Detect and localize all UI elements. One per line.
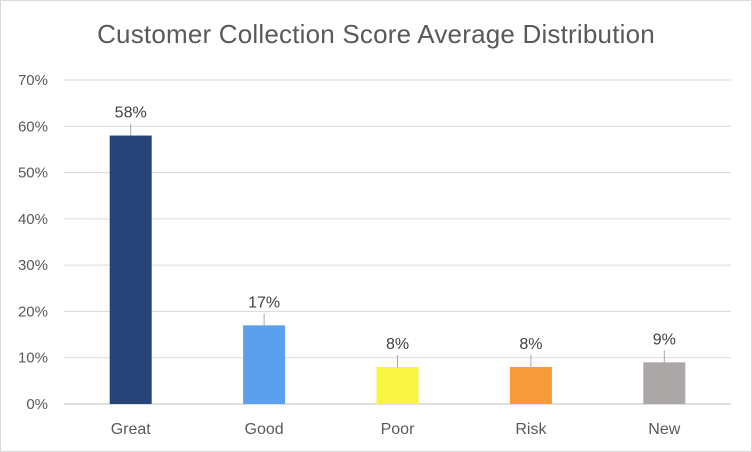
y-tick-label: 10% [18,350,48,367]
y-tick-label: 60% [18,118,48,135]
y-tick-label: 20% [18,303,48,320]
category-label: Great [111,421,152,438]
data-label: 17% [248,294,280,311]
y-tick-label: 50% [18,165,48,182]
y-tick-label: 40% [18,211,48,228]
category-label: Risk [515,421,547,438]
category-label: Poor [381,421,415,438]
y-tick-label: 70% [18,72,48,89]
data-label: 9% [653,331,676,348]
category-label: New [648,421,680,438]
chart-title: Customer Collection Score Average Distri… [97,19,655,49]
bar-good [243,325,286,404]
bar-great [109,135,152,405]
data-label: 8% [386,336,409,353]
y-tick-label: 30% [18,257,48,274]
y-tick-label: 0% [26,396,48,413]
bar-new [643,362,686,404]
bar-poor [376,366,419,404]
category-label: Good [245,421,284,438]
data-label: 58% [115,105,147,122]
bar-risk [509,366,552,404]
data-label: 8% [519,336,542,353]
